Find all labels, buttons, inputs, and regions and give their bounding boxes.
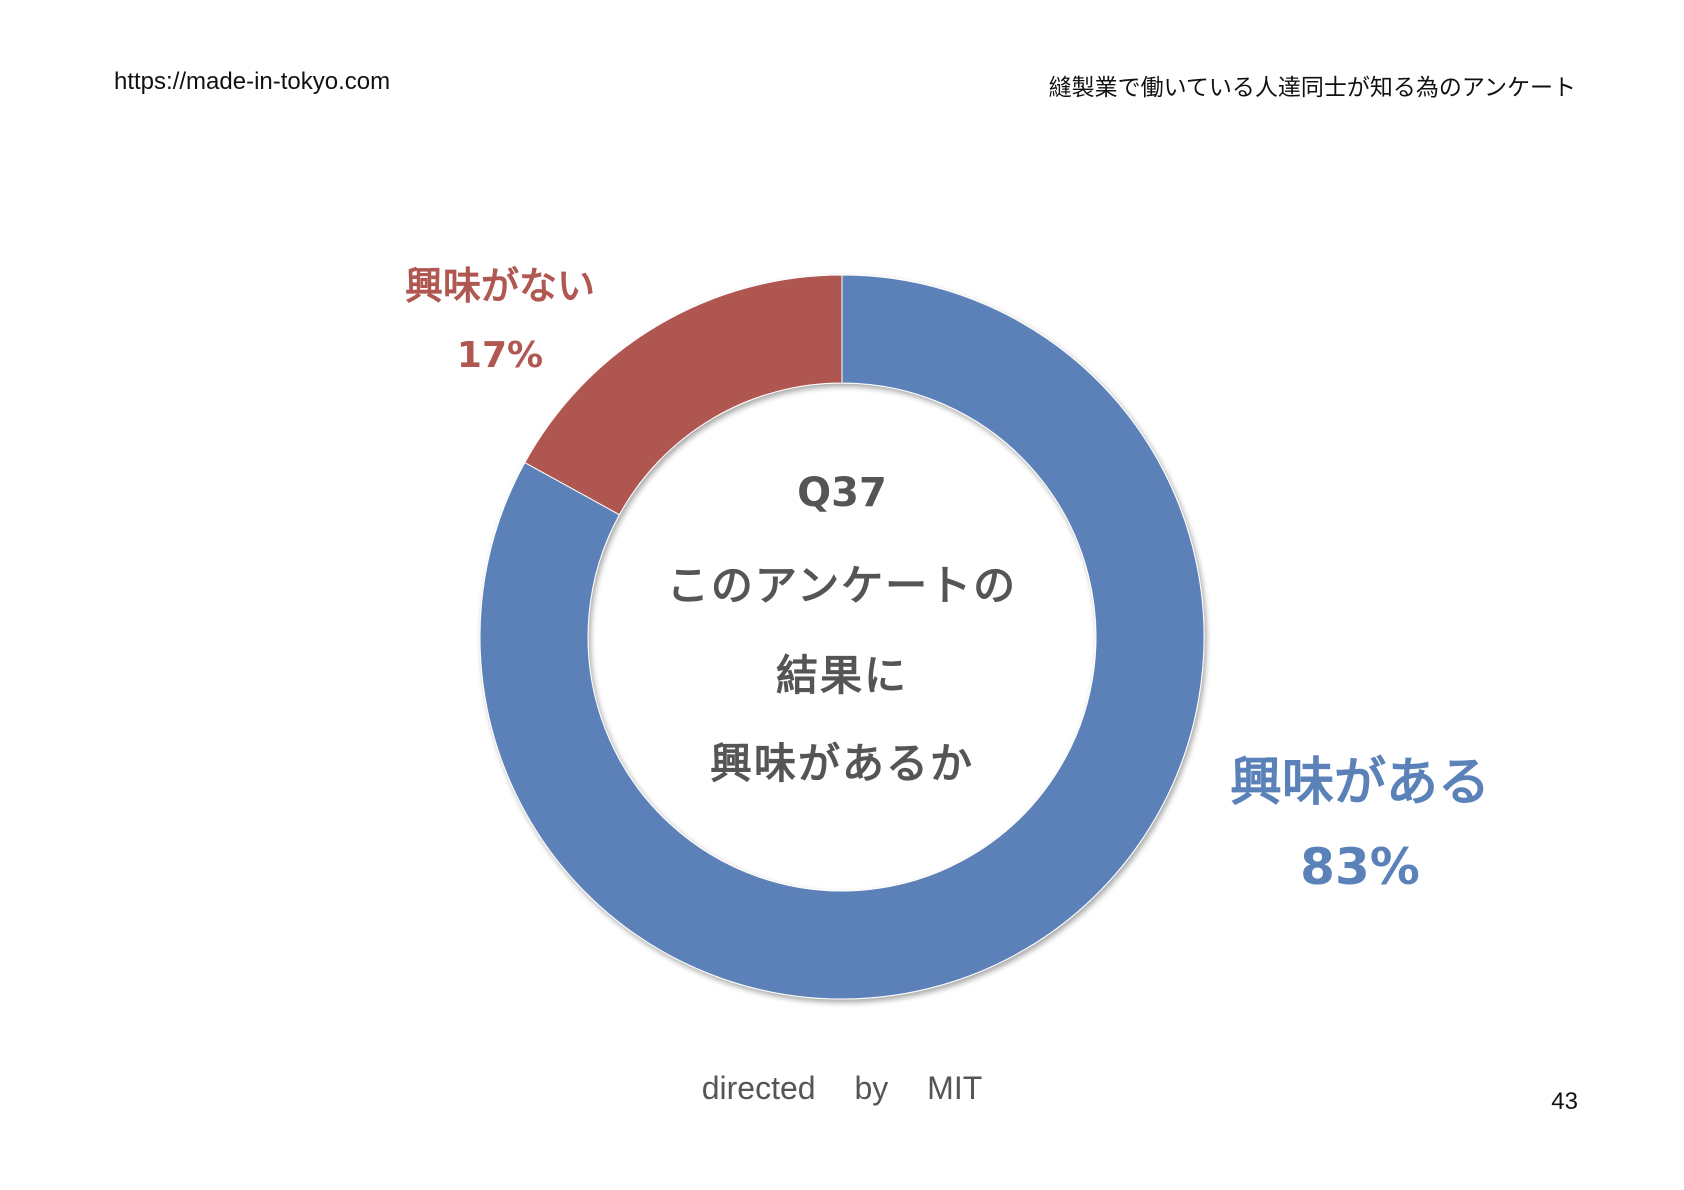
question-text-line1: このアンケートの — [666, 561, 1018, 610]
slice-not-interested — [524, 274, 843, 516]
slice-value-interested: 83% — [1300, 838, 1420, 896]
slice-interested — [479, 274, 1205, 1000]
question-text-line2: 結果に — [775, 651, 908, 700]
slice-label-interested: 興味がある 83% — [1200, 748, 1520, 902]
slice-value-not-interested: 17% — [456, 335, 544, 376]
page-number: 43 — [1551, 1088, 1578, 1115]
site-url[interactable]: https://made-in-tokyo.com — [114, 68, 391, 95]
question-text-line3: 興味があるか — [709, 739, 974, 788]
slice-name-interested: 興味がある — [1229, 753, 1490, 813]
survey-title: 縫製業で働いている人達同士が知る為のアンケート — [1048, 75, 1576, 101]
question-number: Q37 — [797, 470, 887, 516]
slice-name-not-interested: 興味がない — [404, 264, 595, 308]
footer-credit: directed by MIT — [701, 1070, 983, 1106]
slice-label-not-interested: 興味がない 17% — [370, 256, 630, 386]
